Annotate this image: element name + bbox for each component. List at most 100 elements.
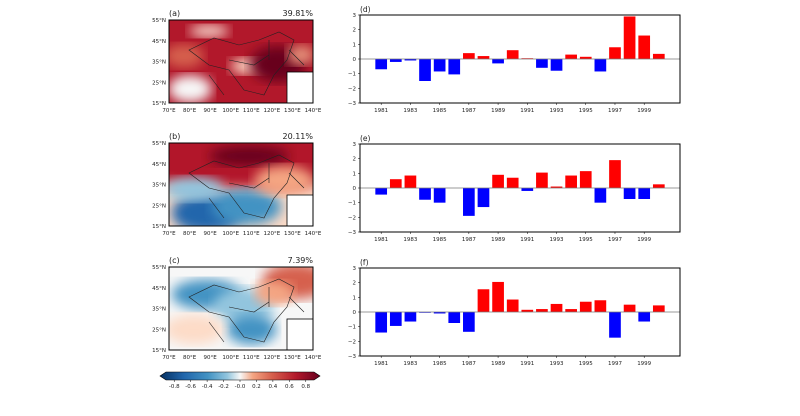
colorbar-tick-label: 0.4 [269,384,278,390]
y-tick-label: 0 [353,310,357,316]
bar [463,312,475,332]
bar [404,312,417,322]
lon-tick-label: 120°E [263,108,280,114]
bar [433,312,446,314]
x-tick-label: 1999 [637,108,651,114]
lon-tick-label: 90°E [204,231,218,237]
bar [404,59,417,61]
map-anomaly-blob [209,146,289,166]
bar [550,303,563,312]
bar [652,305,665,312]
y-tick-label: 3 [353,266,357,272]
y-tick-label: −1 [348,325,356,331]
map-frame [168,142,314,227]
x-tick-label: 1991 [520,237,534,243]
bar [448,312,461,323]
x-tick-label: 1995 [579,108,593,114]
bar [375,59,388,70]
x-tick-label: 1983 [403,237,417,243]
map-borders [188,154,305,219]
panel-label: (d) [360,5,371,14]
panel-label: (a) [169,9,180,18]
bar [463,53,475,59]
bar [638,188,651,199]
bar [433,188,446,203]
bar [594,59,607,72]
bar [477,56,490,59]
colorbar-tick-label: 0.6 [285,384,294,390]
map-panel: (b) 20.11% 55°N 45°N 35°N 25°N 15°N70°E 80°E 90°… [152,132,322,237]
bar [638,35,651,59]
y-tick-label: −3 [348,230,357,236]
bar [521,309,534,312]
lon-tick-label: 110°E [243,355,260,361]
colorbar-tick-label: -0.4 [202,384,213,390]
bar [492,281,504,312]
bar [579,56,592,59]
lon-tick-label: 70°E [162,231,176,237]
lat-tick-label: 25°N [152,80,166,86]
bar [389,179,402,188]
x-tick-label: 1981 [374,237,388,243]
bar [492,59,504,64]
lon-tick-label: 100°E [222,231,239,237]
bar [375,188,388,195]
y-tick-label: −1 [348,72,356,78]
y-tick-label: 2 [353,281,357,287]
bar [594,188,607,203]
x-tick-label: 1993 [550,108,564,114]
bar [463,188,475,216]
bar [536,309,548,312]
x-tick-label: 1999 [637,361,651,367]
lat-tick-label: 25°N [152,203,166,209]
lon-tick-label: 90°E [204,355,218,361]
panel-label: (c) [169,256,180,265]
x-tick-label: 1987 [462,361,476,367]
lat-tick-label: 15°N [152,101,166,107]
y-tick-label: 3 [353,142,357,148]
bar [419,188,431,200]
bar [579,301,592,312]
bar [404,175,417,188]
lon-tick-label: 140°E [305,355,322,361]
y-tick-label: 0 [353,57,357,63]
x-tick-label: 1995 [579,237,593,243]
colorbar-tick-label: -0.0 [235,384,246,390]
x-tick-label: 1987 [462,237,476,243]
map-anomaly-blob [169,44,204,68]
x-tick-label: 1989 [491,237,505,243]
lat-tick-label: 55°N [152,18,166,24]
colorbar-tick-label: 0.8 [301,384,310,390]
y-tick-label: 2 [353,28,357,34]
map-anomaly-blob [211,189,282,225]
colorbar-tick-label: 0.2 [252,384,261,390]
explained-variance: 7.39% [288,256,314,265]
bar-chart: (e)3 2 1 0 −1 −2 −3 1981 1983 1985 1987 1989 1991 199… [348,134,681,243]
x-tick-label: 1983 [403,108,417,114]
lon-tick-label: 80°E [183,108,197,114]
bar [652,53,665,59]
lon-tick-label: 110°E [243,231,260,237]
colorbar-tick-label: -0.2 [218,384,229,390]
y-tick-label: 2 [353,157,357,163]
colorbar-tick-label: -0.8 [169,384,180,390]
colorbar-tick-label: -0.6 [185,384,196,390]
y-tick-label: 1 [353,295,357,301]
bar [594,300,607,312]
map-anomaly-blob [226,314,277,345]
lon-tick-label: 70°E [162,355,176,361]
bar [389,312,402,326]
bar [638,312,651,322]
bar [389,59,402,62]
lon-tick-label: 100°E [222,108,239,114]
map-anomaly-blob [254,281,294,305]
bar [609,47,621,59]
x-tick-label: 1993 [550,361,564,367]
bar [433,59,446,72]
x-tick-label: 1989 [491,361,505,367]
y-tick-label: −2 [348,339,356,345]
lat-tick-label: 35°N [152,60,166,66]
x-tick-label: 1987 [462,108,476,114]
lat-tick-label: 45°N [152,286,166,292]
x-tick-label: 1997 [608,361,622,367]
